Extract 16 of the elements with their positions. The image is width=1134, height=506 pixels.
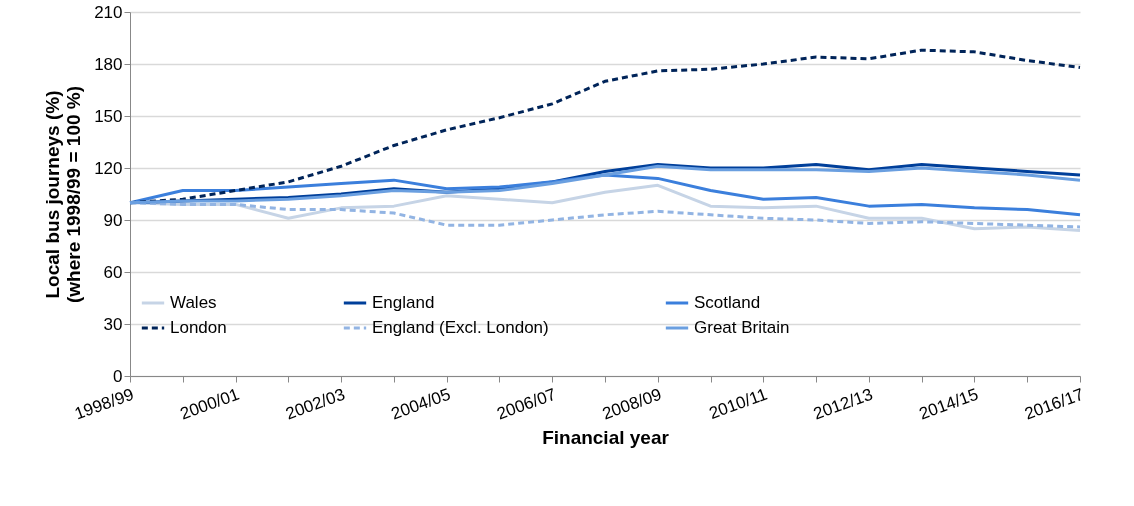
y-tick-label: 30 [103,314,123,334]
legend-label: England [372,293,435,312]
y-tick-label: 120 [94,158,123,178]
y-tick-label: 0 [113,366,123,386]
y-tick-label: 90 [103,210,123,230]
legend-label: Scotland [694,293,761,312]
y-tick-label: 210 [94,2,123,22]
y-tick-label: 150 [94,106,123,126]
legend-label: England (Excl. London) [372,318,549,337]
legend-label: London [170,318,227,337]
y-tick-label: 180 [94,54,123,74]
y-axis-title: Local bus journeys (%) (where 1998/99 = 100 %) [42,85,85,304]
y-tick-label: 60 [103,262,123,282]
x-axis-title: Financial year [542,426,670,448]
legend-label: Great Britain [694,318,790,337]
legend-label: Wales [170,293,217,312]
